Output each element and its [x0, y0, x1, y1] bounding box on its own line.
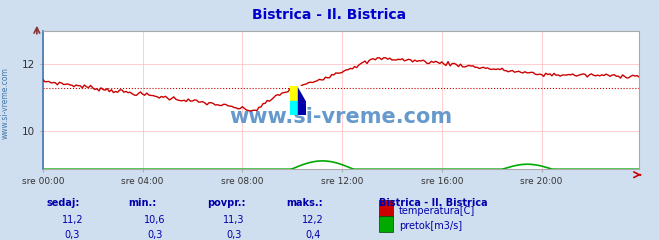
Text: 0,3: 0,3 — [65, 230, 80, 240]
Text: 0,3: 0,3 — [147, 230, 163, 240]
Polygon shape — [298, 86, 306, 101]
Bar — [290, 86, 298, 101]
Bar — [290, 101, 298, 115]
Text: maks.:: maks.: — [287, 198, 324, 208]
Text: www.si-vreme.com: www.si-vreme.com — [1, 67, 10, 139]
Text: 12,2: 12,2 — [302, 215, 324, 225]
Text: 11,3: 11,3 — [223, 215, 244, 225]
Text: sedaj:: sedaj: — [46, 198, 80, 208]
Text: 10,6: 10,6 — [144, 215, 165, 225]
Text: temperatura[C]: temperatura[C] — [399, 206, 475, 216]
Bar — [298, 86, 306, 115]
Text: 11,2: 11,2 — [62, 215, 83, 225]
Text: min.:: min.: — [129, 198, 157, 208]
Text: 0,3: 0,3 — [226, 230, 242, 240]
Text: Bistrica - Il. Bistrica: Bistrica - Il. Bistrica — [252, 8, 407, 22]
Text: povpr.:: povpr.: — [208, 198, 246, 208]
Text: 0,4: 0,4 — [305, 230, 321, 240]
Text: Bistrica - Il. Bistrica: Bistrica - Il. Bistrica — [379, 198, 488, 208]
Text: pretok[m3/s]: pretok[m3/s] — [399, 221, 462, 231]
Text: www.si-vreme.com: www.si-vreme.com — [229, 107, 453, 127]
